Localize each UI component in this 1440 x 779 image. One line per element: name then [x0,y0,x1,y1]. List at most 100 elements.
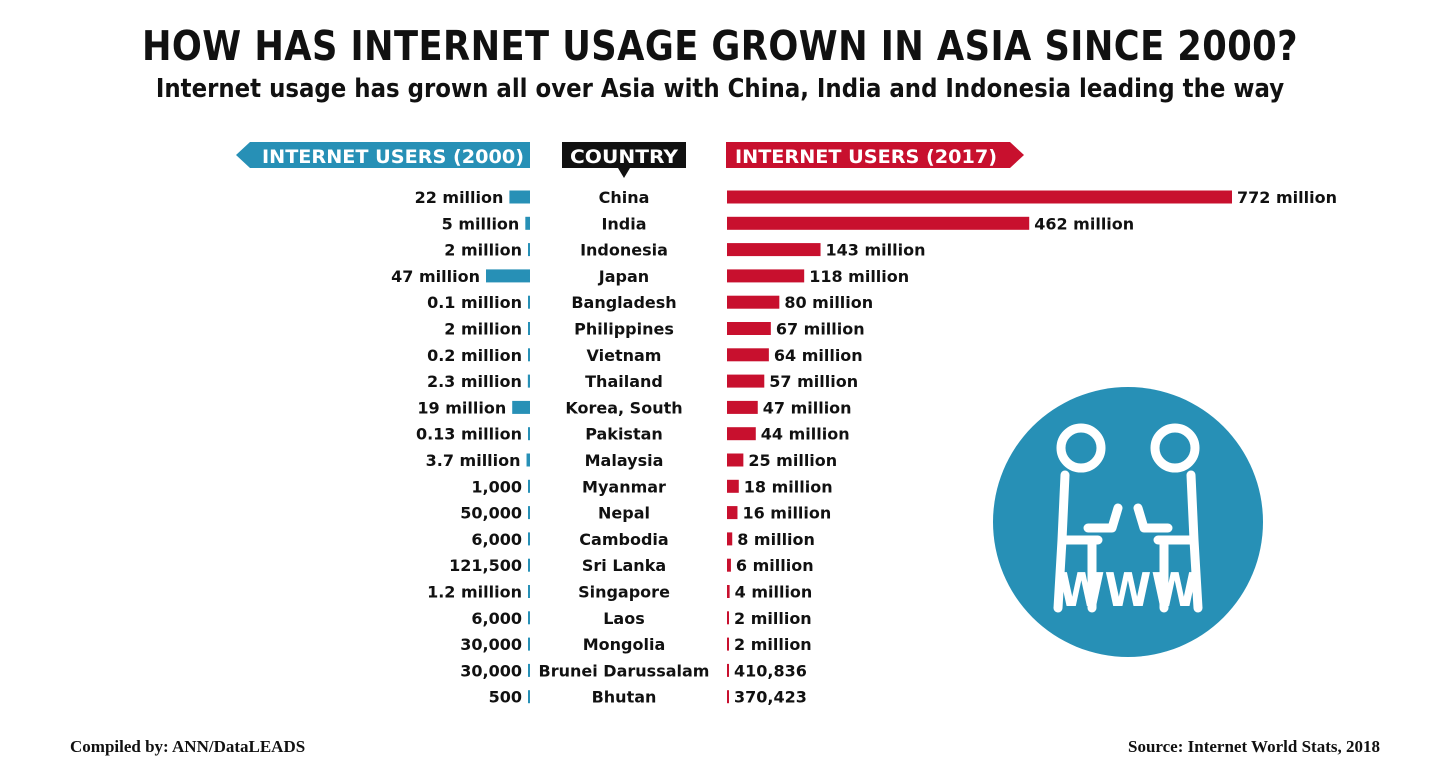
label-2017: 44 million [761,425,850,444]
country-label: Malaysia [585,451,664,470]
label-2000: 0.13 million [416,425,522,444]
label-2017: 18 million [744,477,833,496]
label-2017: 118 million [809,267,909,286]
label-2017: 80 million [784,293,873,312]
bar-2017 [727,400,758,414]
label-2017: 462 million [1034,214,1134,233]
header-2000-banner [236,142,530,168]
label-2000: 50,000 [460,504,522,523]
country-label: Philippines [574,320,674,339]
country-label: Korea, South [565,398,682,417]
bar-2000 [528,479,530,493]
label-2000: 2 million [444,320,522,339]
country-label: Pakistan [585,425,663,444]
bar-2000 [528,558,530,572]
user-head-icon [1150,423,1200,473]
bar-2017 [727,190,1232,204]
chart-title: HOW HAS INTERNET USAGE GROWN IN ASIA SIN… [141,22,1299,70]
country-label: Bhutan [592,688,657,707]
label-2017: 2 million [734,635,812,654]
label-2000: 0.1 million [427,293,522,312]
country-label: Japan [598,267,649,286]
bar-2000 [526,453,530,467]
user-body-icon [1153,470,1203,613]
laptop-icon [1083,503,1123,533]
label-2017: 47 million [763,398,852,417]
bar-2000 [528,506,530,520]
country-label: Vietnam [587,346,662,365]
bar-2000 [528,427,530,441]
country-label: India [601,214,646,233]
bar-2000 [527,374,530,388]
bar-2017 [727,663,729,677]
bar-2017 [727,690,729,704]
label-2017: 772 million [1237,188,1337,207]
bar-2017 [727,453,744,467]
header-country-label: COUNTRY [570,146,678,168]
bar-2000 [528,322,530,335]
header-2017-label: INTERNET USERS (2017) [735,146,997,168]
country-label: Cambodia [579,530,668,549]
bar-2017 [727,479,739,493]
country-label: Thailand [585,372,663,391]
label-2017: 25 million [748,451,837,470]
label-2000: 30,000 [460,635,522,654]
label-2000: 30,000 [460,661,522,680]
laptop-icon [1133,503,1173,533]
www-label: WWW [1058,563,1198,617]
label-2000: 121,500 [449,556,522,575]
country-label: Mongolia [583,635,666,654]
label-2017: 64 million [774,346,863,365]
label-2017: 370,423 [734,688,807,707]
chart-subtitle: Internet usage has grown all over Asia w… [155,74,1285,104]
bar-2017 [727,532,733,546]
compiled-by-note: Compiled by: ANN/DataLEADS [70,737,306,756]
label-2000: 3.7 million [426,451,521,470]
header-2000-label: INTERNET USERS (2000) [262,146,524,168]
bar-2000 [528,690,530,704]
country-label: Singapore [578,583,670,602]
label-2000: 1.2 million [427,583,522,602]
bar-2017 [727,585,730,598]
label-2017: 143 million [826,241,926,260]
bar-2000 [528,532,530,546]
label-2017: 16 million [742,504,831,523]
country-label: Sri Lanka [582,556,666,575]
www-users-icon: WWW [993,387,1263,657]
bar-2000 [525,216,530,230]
country-label: Nepal [598,504,650,523]
label-2017: 2 million [734,609,812,628]
label-2017: 410,836 [734,661,807,680]
label-2000: 22 million [415,188,504,207]
label-2017: 67 million [776,320,865,339]
bar-2017 [727,558,731,572]
label-2017: 4 million [735,583,813,602]
source-note: Source: Internet World Stats, 2018 [1127,737,1380,756]
bar-2000 [528,348,530,362]
bar-2017 [727,637,729,651]
country-label: China [599,188,650,207]
label-2000: 6,000 [471,530,522,549]
user-body-icon [1053,470,1103,613]
bar-2000 [509,190,530,204]
bar-2000 [528,295,530,309]
country-label: Indonesia [580,241,668,260]
bar-2000 [528,243,530,257]
label-2000: 47 million [391,267,480,286]
header-2017-banner [726,142,1024,168]
user-head-icon [1056,423,1106,473]
bar-2017 [727,322,771,335]
bar-2017 [727,295,780,309]
label-2017: 8 million [737,530,815,549]
bar-2017 [727,506,738,520]
label-2000: 19 million [417,398,506,417]
bar-2017 [727,348,769,362]
label-2000: 5 million [442,214,520,233]
bar-2017 [727,374,765,388]
label-2017: 6 million [736,556,814,575]
bar-2000 [528,611,530,625]
label-2000: 2 million [444,241,522,260]
bar-2000 [528,585,530,598]
